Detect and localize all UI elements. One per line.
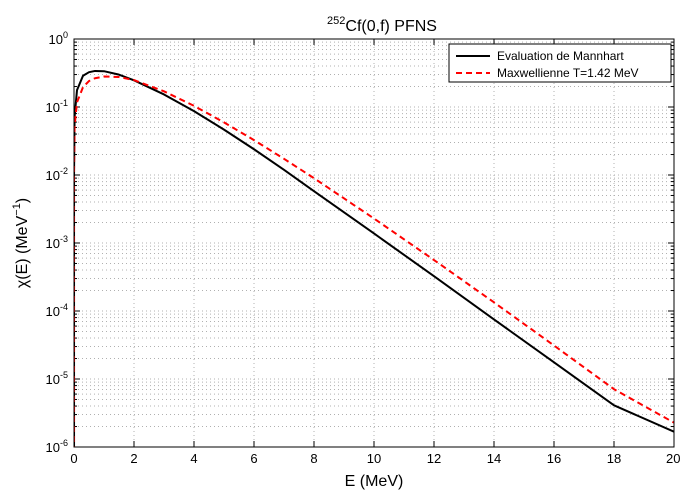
- x-tick-label: 6: [250, 451, 257, 466]
- y-tick-label: 10-4: [46, 302, 68, 319]
- series-layer: [74, 69, 674, 447]
- legend-label-mannhart: Evaluation de Mannhart: [497, 49, 624, 63]
- x-tick-label: 10: [367, 451, 381, 466]
- chart-title-text: Cf(0,f) PFNS: [345, 18, 437, 35]
- x-tick-label: 14: [487, 451, 501, 466]
- y-tick-label: 10-3: [46, 234, 68, 251]
- y-tick-label: 10-5: [46, 370, 68, 387]
- y-axis-label-close: ): [14, 198, 31, 203]
- legend-box: [448, 43, 672, 83]
- y-axis-label: χ(E) (MeV−1): [11, 198, 31, 288]
- series-line-mannhart: [74, 69, 674, 447]
- y-axis-label-main: χ(E) (MeV: [14, 215, 31, 288]
- grid: [74, 39, 674, 447]
- y-tick-label: 10-6: [46, 438, 68, 455]
- y-tick-label: 10-2: [46, 166, 68, 183]
- legend-label-maxwell: Maxwellienne T=1.42 MeV: [497, 66, 639, 80]
- plot-frame: [73, 38, 675, 448]
- y-axis-label-sup: −1: [11, 203, 23, 216]
- legend: Evaluation de Mannhart Maxwellienne T=1.…: [448, 43, 672, 83]
- y-tick-label: 100: [49, 30, 68, 47]
- x-tick-label: 18: [607, 451, 621, 466]
- x-tick-label: 4: [190, 451, 197, 466]
- x-tick-label: 12: [427, 451, 441, 466]
- x-tick-label: 16: [547, 451, 561, 466]
- chart-title: 252Cf(0,f) PFNS: [327, 15, 437, 35]
- y-tick-label: 10-1: [46, 98, 68, 115]
- x-ticks: 0 2 4 6 8 10 12 14 16 18 20: [70, 39, 680, 466]
- x-tick-label: 0: [70, 451, 77, 466]
- chart-title-sup: 252: [327, 15, 345, 27]
- x-tick-label: 2: [130, 451, 137, 466]
- y-ticks: 100 10-1 10-2 10-3 10-4 10-5 10-6: [46, 30, 68, 455]
- x-tick-label: 20: [666, 451, 680, 466]
- plot-area-clip-group: [74, 69, 674, 447]
- x-axis-label: E (MeV): [345, 473, 404, 490]
- x-tick-label: 8: [310, 451, 317, 466]
